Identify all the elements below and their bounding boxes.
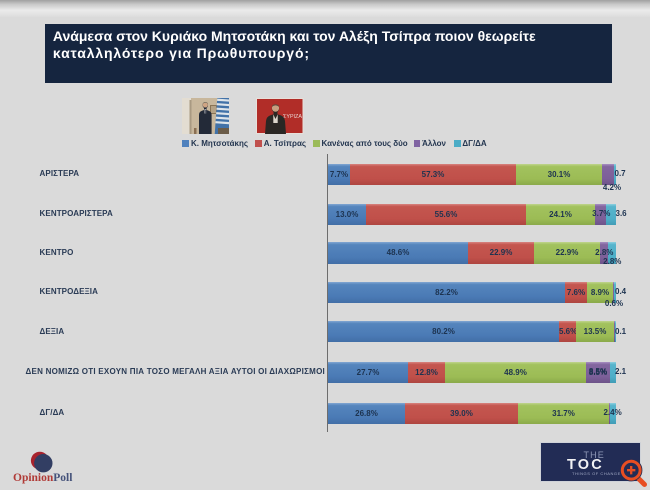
svg-text:ΣΥΡΙΖΑ: ΣΥΡΙΖΑ [283,114,302,120]
